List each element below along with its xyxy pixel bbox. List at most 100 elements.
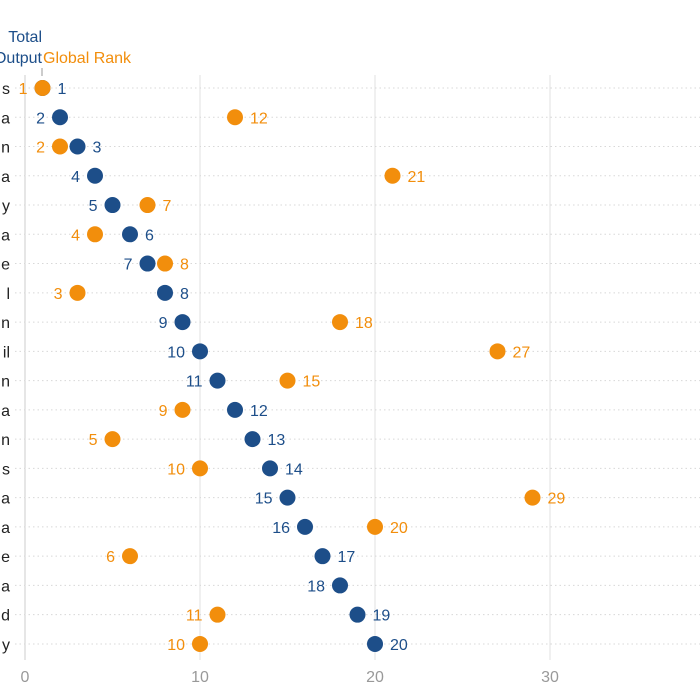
- row-label: s: [2, 81, 10, 98]
- global-rank-point: [384, 167, 401, 184]
- row-label: n: [1, 315, 10, 332]
- row-label: a: [1, 520, 10, 537]
- total-output-label: 7: [124, 257, 133, 274]
- total-output-point: [157, 284, 173, 301]
- total-output-point: [122, 226, 138, 243]
- total-output-point: [349, 606, 366, 623]
- total-output-point: [332, 577, 348, 594]
- global-rank-label: 3: [54, 286, 63, 303]
- global-rank-point: [489, 343, 506, 360]
- row-label: a: [1, 491, 10, 508]
- x-tick-label: 10: [191, 669, 209, 686]
- row-label: y: [2, 637, 10, 654]
- total-output-label: 4: [71, 169, 80, 186]
- global-rank-label: 29: [548, 491, 566, 508]
- total-output-point: [174, 314, 191, 331]
- global-rank-point: [174, 401, 191, 418]
- total-output-label: 15: [255, 491, 273, 508]
- global-rank-point: [192, 635, 208, 652]
- global-rank-label: 10: [167, 461, 185, 478]
- total-output-point: [192, 343, 208, 360]
- x-tick-label: 30: [541, 669, 559, 686]
- total-output-label: 1: [58, 81, 67, 98]
- total-output-label: 13: [268, 432, 286, 449]
- x-tick-label: 0: [21, 669, 30, 686]
- total-output-label: 12: [250, 403, 268, 420]
- row-label: a: [1, 227, 10, 244]
- global-rank-point: [332, 314, 348, 331]
- global-rank-point: [367, 518, 383, 535]
- total-output-point: [104, 197, 121, 214]
- row-label: e: [1, 549, 10, 566]
- row-label: a: [1, 403, 10, 420]
- total-output-label: 8: [180, 286, 189, 303]
- global-rank-point: [192, 460, 208, 477]
- row-label: a: [1, 110, 10, 127]
- global-rank-point: [227, 109, 243, 126]
- global-rank-point: [139, 197, 156, 214]
- global-rank-point: [87, 226, 103, 243]
- total-output-point: [52, 109, 68, 126]
- global-rank-label: 7: [163, 198, 172, 215]
- total-output-point: [139, 255, 156, 272]
- total-output-label: 18: [307, 578, 325, 595]
- global-rank-point: [69, 284, 86, 301]
- total-output-label: 19: [373, 608, 391, 625]
- total-output-label: 5: [89, 198, 98, 215]
- global-rank-label: 5: [89, 432, 98, 449]
- legend: Total Output Global Rank: [0, 29, 132, 76]
- total-output-point: [314, 548, 331, 565]
- total-output-label: 17: [338, 549, 356, 566]
- row-label: y: [2, 198, 10, 215]
- total-output-label: 2: [36, 110, 45, 127]
- global-rank-label: 4: [71, 227, 80, 244]
- x-tick-label: 20: [366, 669, 384, 686]
- global-rank-label: 15: [303, 374, 321, 391]
- global-rank-point: [157, 255, 173, 272]
- global-rank-label: 8: [180, 257, 189, 274]
- total-output-point: [279, 489, 296, 506]
- total-output-point: [227, 401, 243, 418]
- total-output-label: 11: [186, 374, 203, 391]
- total-output-label: 16: [272, 520, 290, 537]
- global-rank-label: 11: [186, 608, 203, 625]
- total-output-point: [87, 167, 103, 184]
- total-output-point: [69, 138, 86, 155]
- total-output-label: 9: [159, 315, 168, 332]
- total-output-point: [297, 518, 313, 535]
- global-rank-point: [52, 138, 68, 155]
- global-rank-label: 2: [36, 140, 45, 157]
- row-label: il: [3, 344, 10, 361]
- total-output-label: 20: [390, 637, 408, 654]
- total-output-point: [244, 431, 261, 448]
- global-rank-label: 9: [159, 403, 168, 420]
- legend-total-output: Total Output: [0, 29, 43, 67]
- global-rank-label: 6: [106, 549, 115, 566]
- global-rank-label: 12: [250, 110, 268, 127]
- global-rank-label: 27: [513, 344, 531, 361]
- row-label: d: [1, 608, 10, 625]
- global-rank-point: [34, 80, 51, 96]
- global-rank-label: 18: [355, 315, 373, 332]
- row-label: e: [1, 257, 10, 274]
- row-label: a: [1, 578, 10, 595]
- global-rank-point: [279, 372, 296, 389]
- total-output-label: 14: [285, 461, 303, 478]
- row-label: a: [1, 169, 10, 186]
- global-rank-point: [524, 489, 541, 506]
- global-rank-label: 21: [408, 169, 426, 186]
- global-rank-label: 20: [390, 520, 408, 537]
- total-output-point: [262, 460, 278, 477]
- row-label: n: [1, 432, 10, 449]
- total-output-label: 3: [93, 140, 102, 157]
- row-label: n: [1, 140, 10, 157]
- total-output-point: [209, 372, 226, 389]
- global-rank-point: [104, 431, 121, 448]
- total-output-label: 6: [145, 227, 154, 244]
- row-label: l: [6, 286, 10, 303]
- row-label: s: [2, 461, 10, 478]
- global-rank-point: [122, 548, 138, 565]
- row-label: n: [1, 374, 10, 391]
- legend-global-rank: Global Rank: [43, 50, 132, 67]
